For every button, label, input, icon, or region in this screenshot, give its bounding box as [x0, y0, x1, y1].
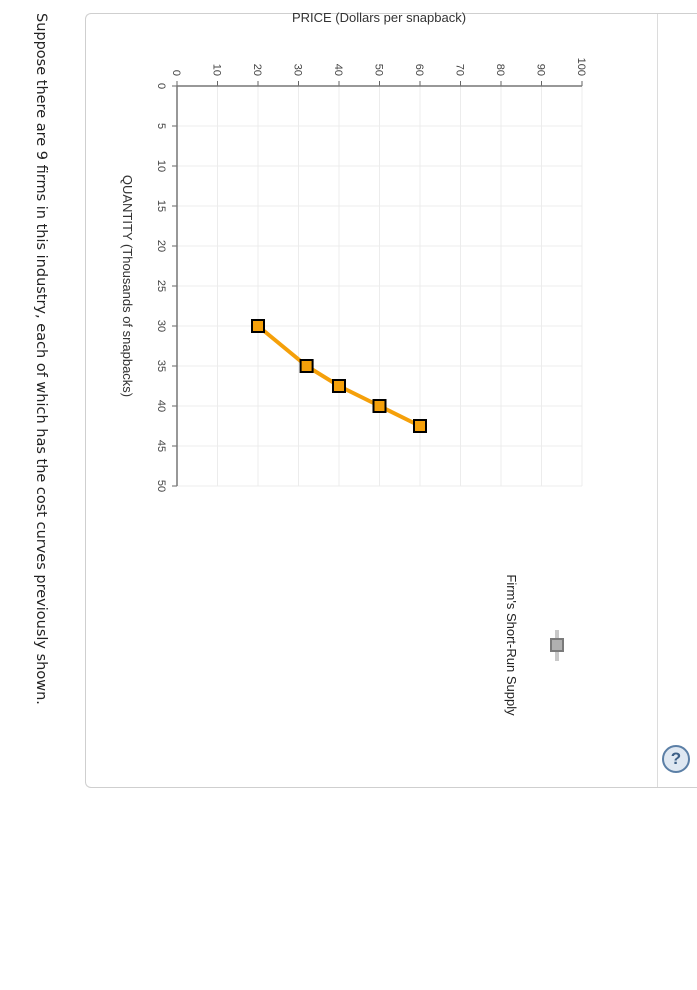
y-tick-label: 70: [454, 64, 466, 76]
y-axis-label: PRICE (Dollars per snapback): [292, 10, 466, 25]
y-tick-label: 40: [332, 64, 344, 76]
x-tick-label: 40: [155, 400, 167, 412]
data-point-handle[interactable]: [332, 379, 346, 393]
x-tick-label: 30: [155, 320, 167, 332]
x-tick-label: 5: [155, 123, 167, 129]
y-tick-label: 10: [211, 64, 223, 76]
x-tick-label: 45: [155, 440, 167, 452]
x-tick-label: 20: [155, 240, 167, 252]
data-point-handle[interactable]: [413, 419, 427, 433]
chart-legend[interactable]: Firm's Short-Run Supply: [504, 574, 564, 716]
legend-label: Firm's Short-Run Supply: [504, 574, 519, 716]
data-point-handle[interactable]: [372, 399, 387, 413]
x-tick-label: 15: [155, 200, 167, 212]
chart-grid: [177, 86, 583, 487]
y-tick-label: 60: [413, 64, 425, 76]
question-prompt: Suppose there are 9 firms in this indust…: [33, 13, 49, 705]
y-tick-label: 90: [535, 64, 547, 76]
chart-axes: [172, 81, 583, 487]
data-point-handle[interactable]: [251, 319, 265, 333]
y-tick-label: 80: [494, 64, 506, 76]
supply-curve: [251, 319, 427, 433]
x-tick-label: 35: [155, 360, 167, 372]
y-tick-label: 50: [373, 64, 385, 76]
tick-labels: 0 5 10 15 20 25 30 35 40 45 50 0 10 20 30 40 50 60 70 80 90 1…: [155, 58, 587, 492]
x-tick-label: 25: [155, 280, 167, 292]
y-tick-label: 0: [170, 70, 182, 76]
y-tick-label: 100: [575, 58, 587, 76]
x-tick-label: 10: [155, 160, 167, 172]
x-axis-label: QUANTITY (Thousands of snapbacks): [120, 175, 135, 397]
x-tick-label: 50: [155, 480, 167, 492]
y-tick-label: 20: [251, 64, 263, 76]
y-tick-label: 30: [292, 64, 304, 76]
legend-marker-icon: [550, 638, 564, 652]
data-point-handle[interactable]: [299, 359, 314, 373]
x-tick-label: 0: [155, 83, 167, 89]
